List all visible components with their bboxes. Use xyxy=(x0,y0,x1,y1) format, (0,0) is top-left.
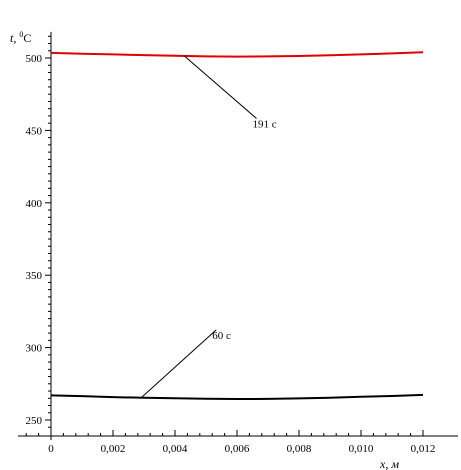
y-tick-label: 300 xyxy=(26,343,43,355)
x-tick-label: 0,010 xyxy=(349,443,374,455)
axes: 250 300 350 400 450 500 0 0,002 0,004 0,006 0,008 0… xyxy=(18,31,458,455)
y-tick-label: 500 xyxy=(26,53,43,65)
series-group xyxy=(50,51,424,401)
annotation-label: 191 с xyxy=(253,119,277,131)
x-tick-label: 0,006 xyxy=(225,443,250,455)
x-tick-label: 0,008 xyxy=(287,443,312,455)
y-axis-label-unit: C xyxy=(23,31,31,45)
y-axis-label: t, 0C xyxy=(10,30,31,45)
annotations: 191 с 60 с xyxy=(140,55,277,399)
series-line-2 xyxy=(50,393,424,401)
y-tick-label: 400 xyxy=(26,198,43,210)
y-axis-label-degree: 0 xyxy=(19,30,23,39)
y-tick-label: 450 xyxy=(26,125,43,137)
x-tick-label: 0,004 xyxy=(163,443,188,455)
annotation-leader-line xyxy=(140,329,217,399)
x-axis-label: x, м xyxy=(379,457,399,470)
y-axis-label-var: t, xyxy=(10,31,19,45)
annotation-leader-line xyxy=(183,55,257,119)
x-tick-label: 0,002 xyxy=(101,443,126,455)
x-tick-label: 0 xyxy=(48,443,54,455)
series-line-1 xyxy=(50,51,424,58)
y-tick-label: 250 xyxy=(26,415,43,427)
x-tick-label: 0,012 xyxy=(411,443,436,455)
y-tick-label: 350 xyxy=(26,270,43,282)
annotation-label: 60 с xyxy=(212,330,231,342)
